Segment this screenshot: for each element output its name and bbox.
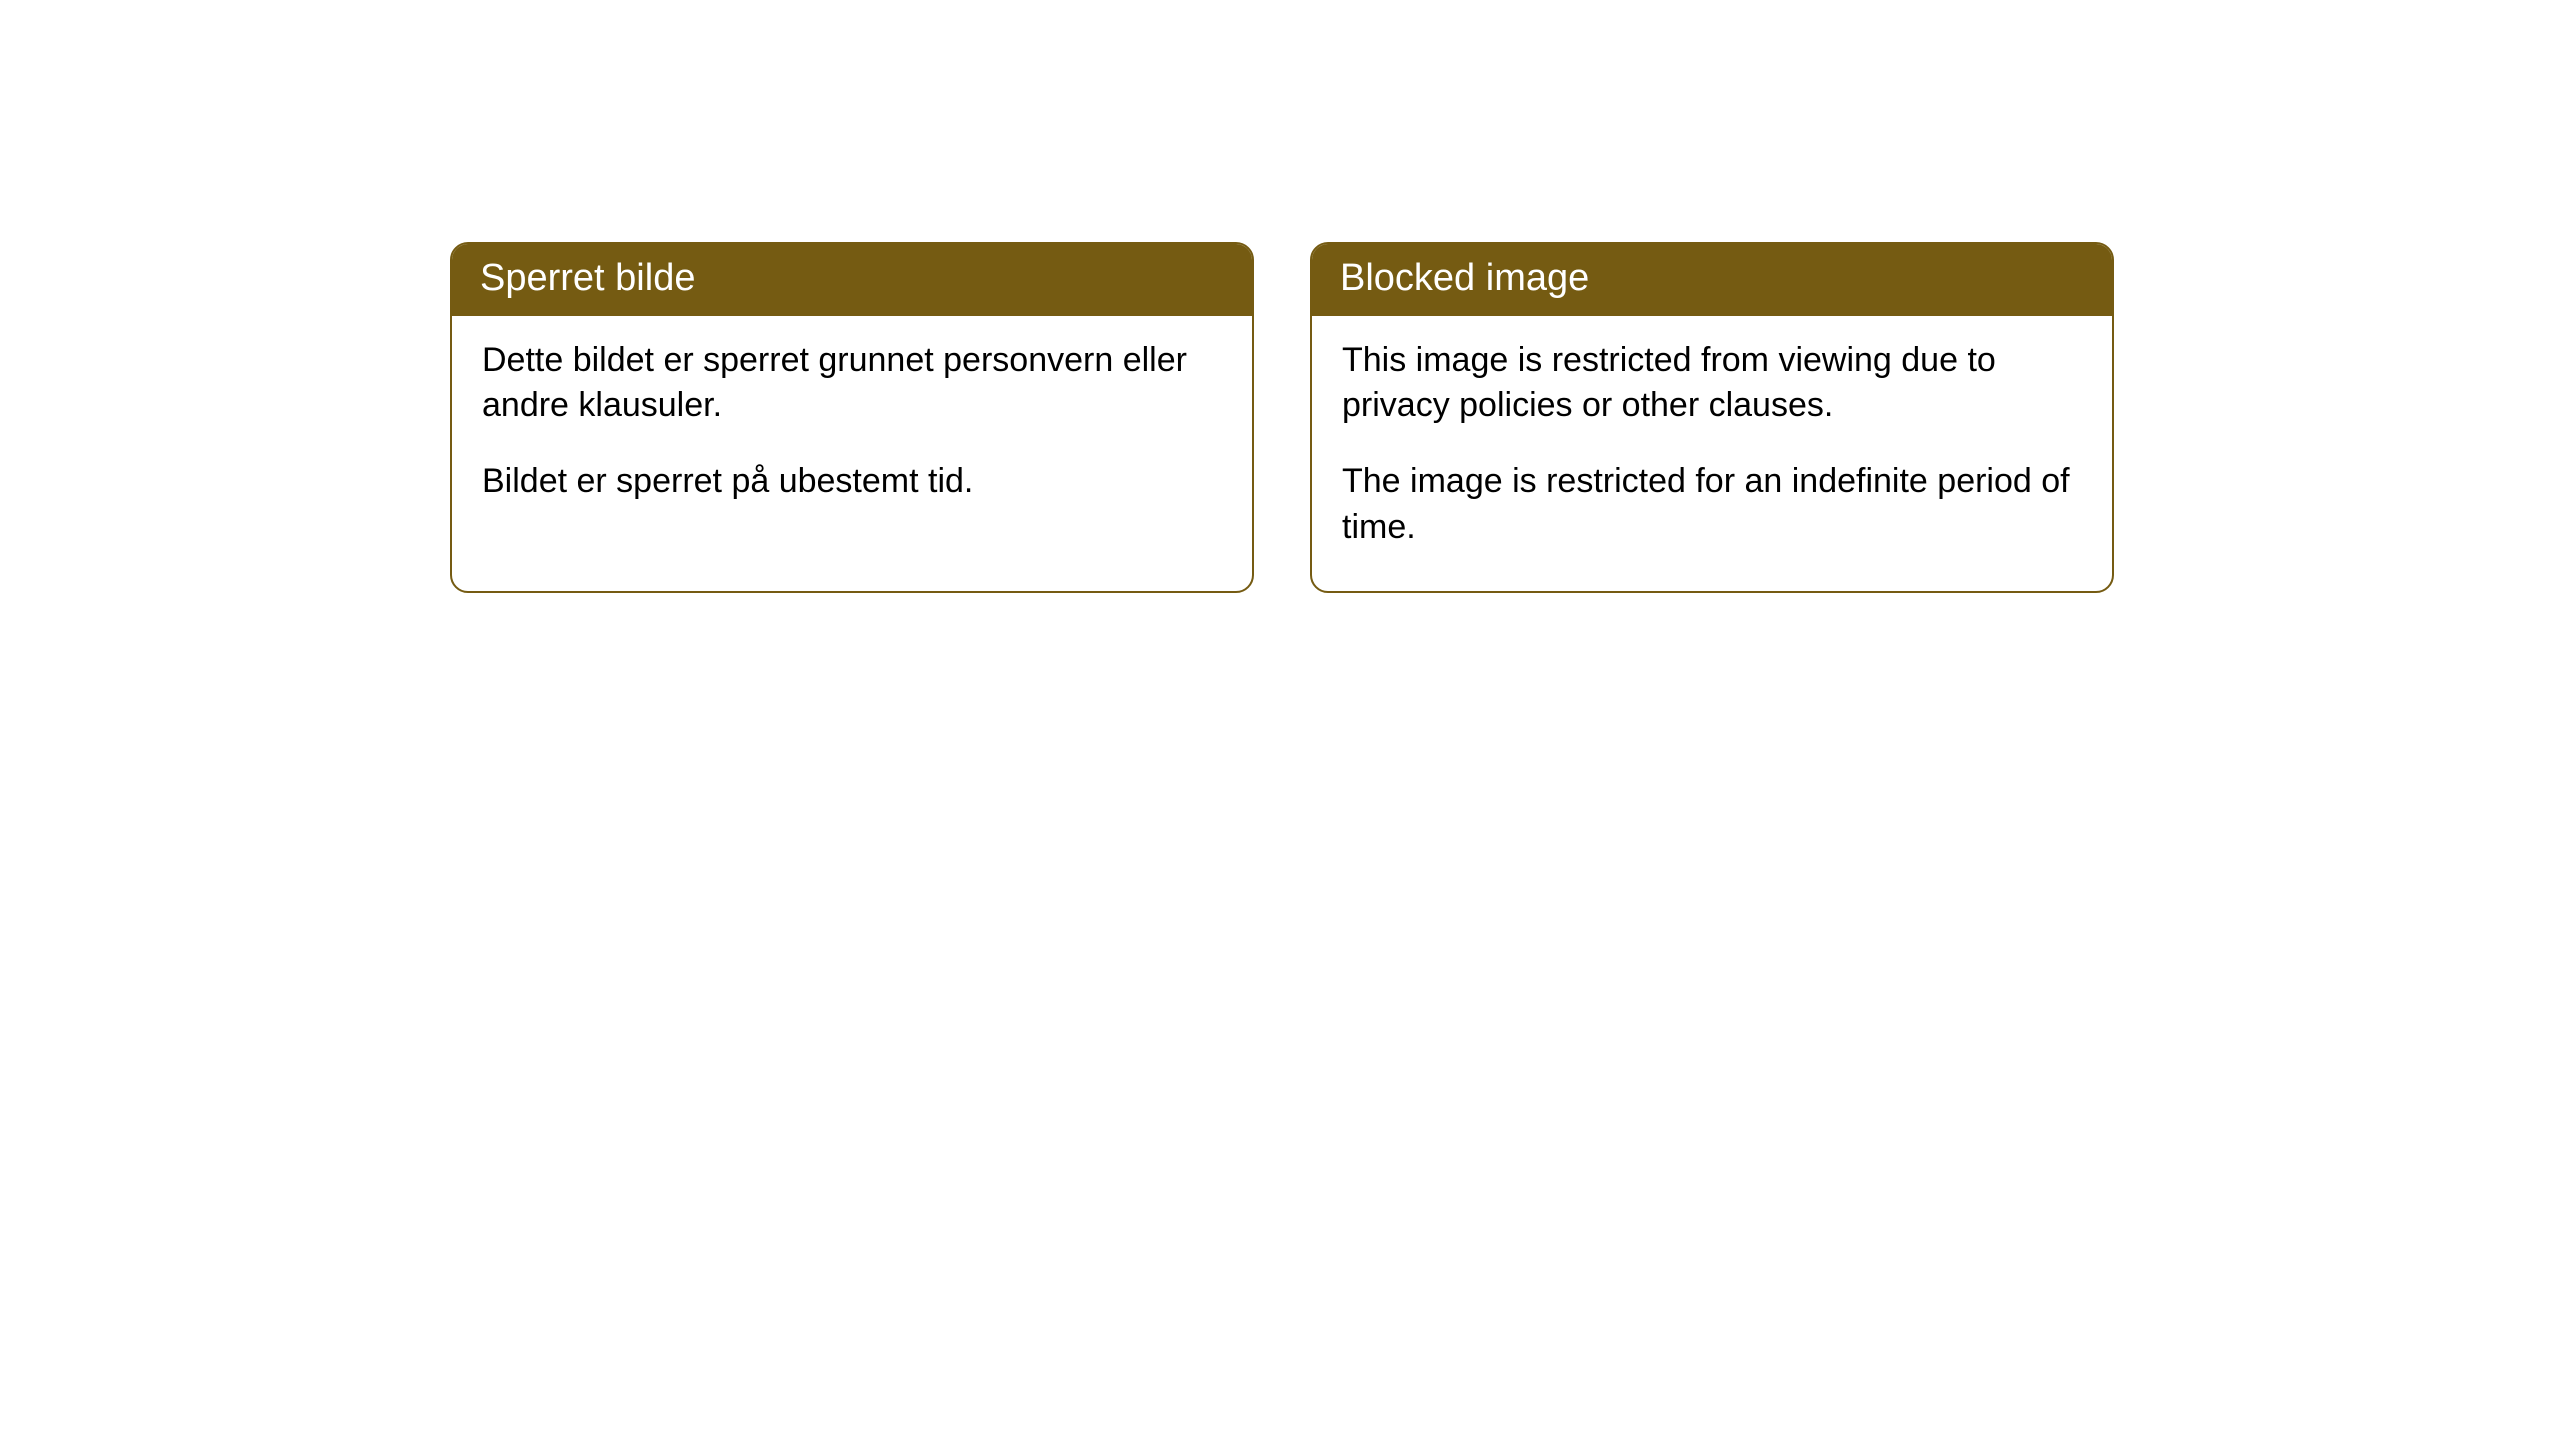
notice-paragraph: Dette bildet er sperret grunnet personve… bbox=[482, 338, 1222, 430]
card-header: Sperret bilde bbox=[452, 244, 1252, 316]
card-body: This image is restricted from viewing du… bbox=[1312, 316, 2112, 592]
notice-paragraph: Bildet er sperret på ubestemt tid. bbox=[482, 459, 1222, 505]
notice-card-english: Blocked image This image is restricted f… bbox=[1310, 242, 2114, 593]
card-header: Blocked image bbox=[1312, 244, 2112, 316]
notice-card-norwegian: Sperret bilde Dette bildet er sperret gr… bbox=[450, 242, 1254, 593]
notice-paragraph: This image is restricted from viewing du… bbox=[1342, 338, 2082, 430]
notice-cards-container: Sperret bilde Dette bildet er sperret gr… bbox=[450, 242, 2114, 593]
notice-paragraph: The image is restricted for an indefinit… bbox=[1342, 459, 2082, 551]
card-body: Dette bildet er sperret grunnet personve… bbox=[452, 316, 1252, 546]
